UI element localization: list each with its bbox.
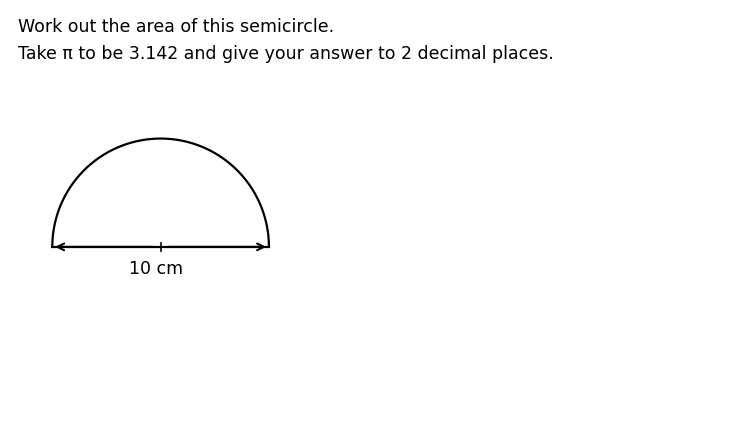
Text: Work out the area of this semicircle.: Work out the area of this semicircle.	[18, 18, 334, 36]
Text: 10 cm: 10 cm	[128, 260, 183, 278]
Text: Take π to be 3.142 and give your answer to 2 decimal places.: Take π to be 3.142 and give your answer …	[18, 45, 554, 63]
